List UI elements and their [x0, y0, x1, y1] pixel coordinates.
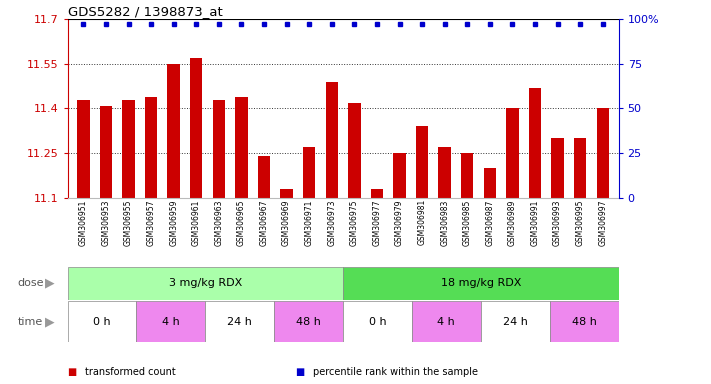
- Text: time: time: [18, 316, 43, 327]
- Text: 0 h: 0 h: [93, 316, 111, 327]
- Bar: [481, 301, 550, 342]
- Bar: [213, 99, 225, 198]
- Bar: [574, 138, 587, 198]
- Text: 4 h: 4 h: [162, 316, 180, 327]
- Bar: [168, 64, 180, 198]
- Text: GDS5282 / 1398873_at: GDS5282 / 1398873_at: [68, 5, 223, 18]
- Bar: [439, 147, 451, 198]
- Bar: [393, 153, 406, 198]
- Bar: [326, 82, 338, 198]
- Bar: [68, 267, 343, 300]
- Bar: [68, 301, 137, 342]
- Text: 4 h: 4 h: [437, 316, 455, 327]
- Bar: [274, 301, 343, 342]
- Bar: [137, 301, 205, 342]
- Bar: [343, 267, 619, 300]
- Bar: [506, 109, 518, 198]
- Text: 24 h: 24 h: [228, 316, 252, 327]
- Bar: [529, 88, 541, 198]
- Bar: [122, 99, 134, 198]
- Text: 3 mg/kg RDX: 3 mg/kg RDX: [169, 278, 242, 288]
- Bar: [461, 153, 474, 198]
- Bar: [145, 97, 157, 198]
- Bar: [258, 156, 270, 198]
- Bar: [370, 189, 383, 198]
- Text: dose: dose: [18, 278, 44, 288]
- Bar: [483, 168, 496, 198]
- Text: ▶: ▶: [45, 315, 55, 328]
- Bar: [552, 138, 564, 198]
- Bar: [416, 126, 428, 198]
- Bar: [100, 106, 112, 198]
- Bar: [303, 147, 316, 198]
- Bar: [348, 103, 360, 198]
- Bar: [597, 109, 609, 198]
- Text: ▶: ▶: [45, 277, 55, 290]
- Bar: [550, 301, 619, 342]
- Bar: [412, 301, 481, 342]
- Text: 18 mg/kg RDX: 18 mg/kg RDX: [441, 278, 521, 288]
- Bar: [77, 99, 90, 198]
- Text: transformed count: transformed count: [85, 367, 176, 377]
- Text: ■: ■: [68, 367, 77, 377]
- Bar: [343, 301, 412, 342]
- Text: 48 h: 48 h: [296, 316, 321, 327]
- Bar: [190, 58, 203, 198]
- Text: 0 h: 0 h: [369, 316, 386, 327]
- Bar: [280, 189, 293, 198]
- Bar: [205, 301, 274, 342]
- Bar: [235, 97, 247, 198]
- Text: percentile rank within the sample: percentile rank within the sample: [313, 367, 478, 377]
- Text: 24 h: 24 h: [503, 316, 528, 327]
- Text: 48 h: 48 h: [572, 316, 597, 327]
- Text: ■: ■: [295, 367, 304, 377]
